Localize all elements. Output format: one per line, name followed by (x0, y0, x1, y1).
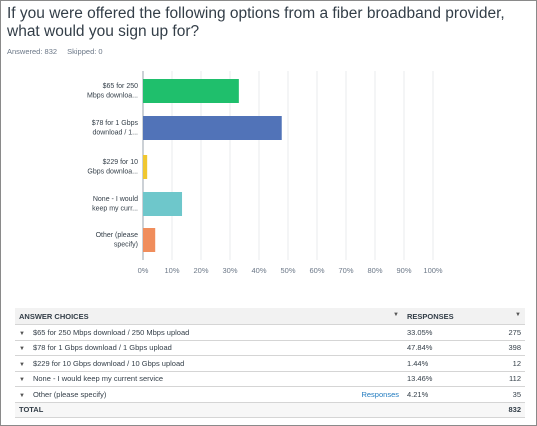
x-tick-label: 70% (338, 266, 353, 275)
total-label: TOTAL (15, 402, 403, 418)
response-percent: 47.84% (403, 340, 479, 356)
table-row: ▼ $229 for 10 Gbps download / 10 Gbps upl… (15, 355, 525, 372)
answer-choice-label: $65 for 250 Mbps download / 250 Mbps upl… (32, 327, 190, 337)
expand-caret-icon[interactable]: ▼ (19, 361, 25, 368)
x-tick-label: 20% (193, 266, 208, 275)
answer-choices-header[interactable]: ANSWER CHOICES ▼ (15, 308, 403, 325)
category-label: $78 for 1 Gbps (92, 120, 139, 127)
category-label: $229 for 10 (103, 159, 139, 166)
bar[interactable] (143, 116, 282, 140)
expand-caret-icon[interactable]: ▼ (19, 392, 25, 399)
category-label: $65 for 250 (103, 83, 139, 90)
x-tick-label: 0% (138, 266, 149, 275)
answer-choice-cell: ▼ $229 for 10 Gbps download / 10 Gbps upl… (15, 355, 403, 372)
x-tick-label: 10% (164, 266, 179, 275)
x-tick-label: 30% (222, 266, 237, 275)
x-tick-label: 60% (309, 266, 324, 275)
answers-table: ANSWER CHOICES ▼ RESPONSES ▼ ▼ $65 for 25… (15, 308, 525, 418)
response-percent: 13.46% (403, 371, 479, 387)
response-percent: 4.21% (403, 386, 479, 403)
category-label: specify) (114, 242, 138, 249)
sort-caret-icon[interactable]: ▼ (393, 311, 399, 318)
x-tick-label: 90% (396, 266, 411, 275)
chart-bars (143, 79, 282, 252)
table-row: ▼ $78 for 1 Gbps download / 1 Gbps upload… (15, 340, 525, 356)
x-axis-ticks: 0% 10% 20% 30% 40% 50% 60% 70% 80% 90% 100% (138, 266, 443, 275)
category-label: Gbps downloa... (87, 169, 138, 176)
response-summary: Answered: 832 Skipped: 0 (7, 47, 111, 56)
answer-choice-label: $78 for 1 Gbps download / 1 Gbps upload (32, 343, 172, 353)
answer-choice-cell: ▼ None - I would keep my current service (15, 371, 403, 387)
table-row: ▼ $65 for 250 Mbps download / 250 Mbps up… (15, 324, 525, 341)
answer-choice-cell: ▼ Other (please specify) Responses (15, 386, 403, 403)
answers-table-body: ▼ $65 for 250 Mbps download / 250 Mbps up… (15, 324, 525, 418)
response-percent: 33.05% (403, 324, 479, 341)
answer-choice-cell: ▼ $78 for 1 Gbps download / 1 Gbps upload (15, 340, 403, 356)
bar[interactable] (143, 228, 156, 252)
x-tick-label: 80% (367, 266, 382, 275)
x-tick-label: 100% (423, 266, 443, 275)
table-header-row: ANSWER CHOICES ▼ RESPONSES ▼ (15, 308, 525, 325)
question-title: If you were offered the following option… (7, 5, 505, 40)
responses-header[interactable]: RESPONSES ▼ (403, 308, 525, 325)
skipped-count: Skipped: 0 (67, 47, 103, 56)
category-label: None - I would (93, 196, 138, 203)
answer-choice-label: None - I would keep my current service (32, 374, 164, 384)
sort-caret-icon[interactable]: ▼ (515, 311, 521, 318)
response-count: 275 (478, 324, 525, 341)
answer-choice-cell: ▼ $65 for 250 Mbps download / 250 Mbps up… (15, 324, 403, 341)
answered-count: Answered: 832 (7, 47, 58, 56)
category-label: keep my curr... (92, 206, 138, 213)
x-tick-label: 50% (280, 266, 295, 275)
expand-caret-icon[interactable]: ▼ (19, 346, 25, 353)
bar[interactable] (143, 79, 239, 103)
bar[interactable] (143, 192, 183, 216)
category-label: download / 1... (92, 130, 138, 137)
response-count: 35 (478, 386, 525, 403)
response-count: 112 (478, 371, 525, 387)
bar-chart: $65 for 250 Mbps downloa... $78 for 1 Gbps… (87, 71, 443, 275)
category-label: Other (please (96, 232, 139, 239)
expand-caret-icon[interactable]: ▼ (19, 377, 25, 384)
table-row: ▼ Other (please specify) Responses 4.21% 35 (15, 386, 525, 403)
expand-caret-icon[interactable]: ▼ (19, 330, 25, 337)
response-count: 398 (478, 340, 525, 356)
x-tick-label: 40% (251, 266, 266, 275)
answer-choice-label: $229 for 10 Gbps download / 10 Gbps uplo… (32, 358, 185, 368)
response-count: 12 (478, 355, 525, 372)
total-count: 832 (478, 402, 525, 418)
answer-choice-label: Other (please specify) (32, 389, 107, 399)
table-row: ▼ None - I would keep my current service 1… (15, 371, 525, 387)
category-label: Mbps downloa... (87, 93, 138, 100)
responses-link[interactable]: Responses (361, 389, 399, 399)
category-labels: $65 for 250 Mbps downloa... $78 for 1 Gbps… (87, 83, 138, 249)
response-percent: 1.44% (403, 355, 479, 372)
total-row: TOTAL 832 (15, 402, 525, 418)
total-spacer (403, 402, 479, 418)
bar[interactable] (143, 155, 148, 179)
